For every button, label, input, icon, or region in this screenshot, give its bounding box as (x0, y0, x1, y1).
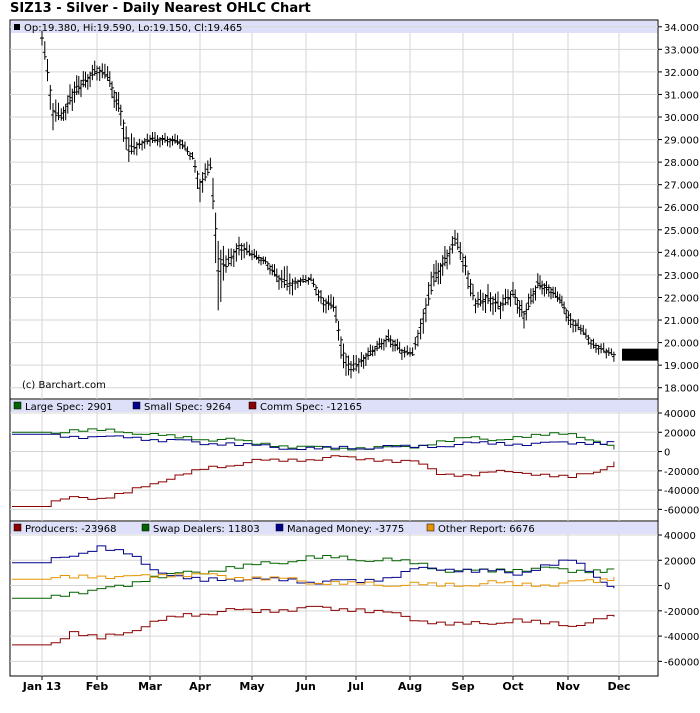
cot2_panel-legend-label: Managed Money: -3775 (287, 524, 404, 535)
price-y-tick-label: 30.000 (664, 113, 699, 124)
cot2_panel-legend-swatch (13, 523, 22, 532)
cot1_panel-y-tick-label: 40000 (664, 409, 696, 420)
copyright-text: (c) Barchart.com (22, 380, 106, 391)
cot1_panel-y-tick-label: -60000 (664, 505, 699, 516)
x-tick-label-may: May (239, 680, 264, 693)
cot2_panel-y-tick-label: -60000 (664, 657, 699, 668)
cot2-panel-header-band (11, 522, 657, 534)
price-y-tick-label: 18.000 (664, 384, 699, 395)
cot1_panel-legend-label: Comm Spec: -12165 (260, 402, 362, 413)
x-tick-label-jan-13: Jan 13 (22, 680, 61, 693)
price-y-tick-label: 32.000 (664, 68, 699, 79)
price-y-tick-label: 25.000 (664, 226, 699, 237)
x-tick-label-jun: Jun (295, 680, 316, 693)
cot2_panel-legend-label: Producers: -23968 (25, 524, 117, 535)
cot1_panel-legend-label: Large Spec: 2901 (25, 402, 113, 413)
x-tick-label-mar: Mar (138, 680, 162, 693)
cot1_panel-y-tick-label: -20000 (664, 467, 699, 478)
price-y-tick-label: 19.000 (664, 361, 699, 372)
cot1_panel-series-comm-spec (12, 455, 615, 507)
price-y-tick-label: 24.000 (664, 248, 699, 259)
x-tick-label-sep: Sep (451, 680, 474, 693)
x-tick-label-dec: Dec (607, 680, 630, 693)
x-tick-label-oct: Oct (502, 680, 523, 693)
cot2-panel-frame (9, 520, 659, 677)
cot2_panel-y-tick-label: 40000 (664, 531, 696, 542)
cot2_panel-series-swap-dealers (12, 555, 615, 599)
x-tick-label-apr: Apr (189, 680, 211, 693)
price-y-tick-label: 26.000 (664, 203, 699, 214)
cot1_panel-y-tick-label: 20000 (664, 428, 696, 439)
x-tick-label-aug: Aug (398, 680, 422, 693)
cot2_panel-legend-swatch (275, 523, 284, 532)
cot2_panel-series-other-report (12, 573, 615, 587)
cot2_panel-legend-label: Swap Dealers: 11803 (153, 524, 260, 535)
price-y-tick-label: 21.000 (664, 316, 699, 327)
price-y-tick-label: 22.000 (664, 293, 699, 304)
price-y-tick-label: 29.000 (664, 136, 699, 147)
last-price-label: 19.465 (621, 351, 656, 362)
price-y-tick-label: 27.000 (664, 181, 699, 192)
price-y-tick-label: 23.000 (664, 271, 699, 282)
cot2_panel-series-producers (12, 605, 615, 646)
last-price-badge (622, 348, 658, 361)
cot1_panel-legend-swatch (13, 401, 22, 410)
cot2_panel-legend-swatch (426, 523, 435, 532)
cot2_panel-y-tick-label: 20000 (664, 556, 696, 567)
cot2_panel-y-tick-label: -40000 (664, 632, 699, 643)
cot2_panel-y-tick-label: 0 (664, 582, 670, 593)
cot1_panel-legend-label: Small Spec: 9264 (144, 402, 231, 413)
cot1_panel-y-tick-label: -40000 (664, 486, 699, 497)
cot2_panel-y-tick-label: -20000 (664, 607, 699, 618)
ohlc-readout: Op:19.380, Hi:19.590, Lo:19.150, Cl:19.4… (24, 23, 242, 34)
price-y-tick-label: 28.000 (664, 158, 699, 169)
price-panel-frame (9, 19, 659, 400)
x-tick-label-feb: Feb (86, 680, 109, 693)
cot1_panel-legend-swatch (248, 401, 257, 410)
cot1_panel-y-tick-label: 0 (664, 448, 670, 459)
cot1-panel-header-band (11, 400, 657, 412)
ohlc-legend-marker (14, 24, 20, 30)
cot1-panel-frame (9, 398, 659, 522)
cot2_panel-legend-swatch (141, 523, 150, 532)
cot1_panel-series-large-spec (12, 428, 615, 451)
price-y-tick-label: 33.000 (664, 45, 699, 56)
x-tick-label-nov: Nov (556, 680, 581, 693)
cot2_panel-legend-label: Other Report: 6676 (438, 524, 535, 535)
x-tick-label-jul: Jul (347, 680, 364, 693)
price-y-tick-label: 31.000 (664, 90, 699, 101)
price-y-tick-label: 20.000 (664, 339, 699, 350)
cot1_panel-legend-swatch (132, 401, 141, 410)
cot1_panel-series-small-spec (12, 433, 615, 450)
chart-title: SIZ13 - Silver - Daily Nearest OHLC Char… (10, 1, 311, 16)
price-y-tick-label: 34.000 (664, 23, 699, 34)
